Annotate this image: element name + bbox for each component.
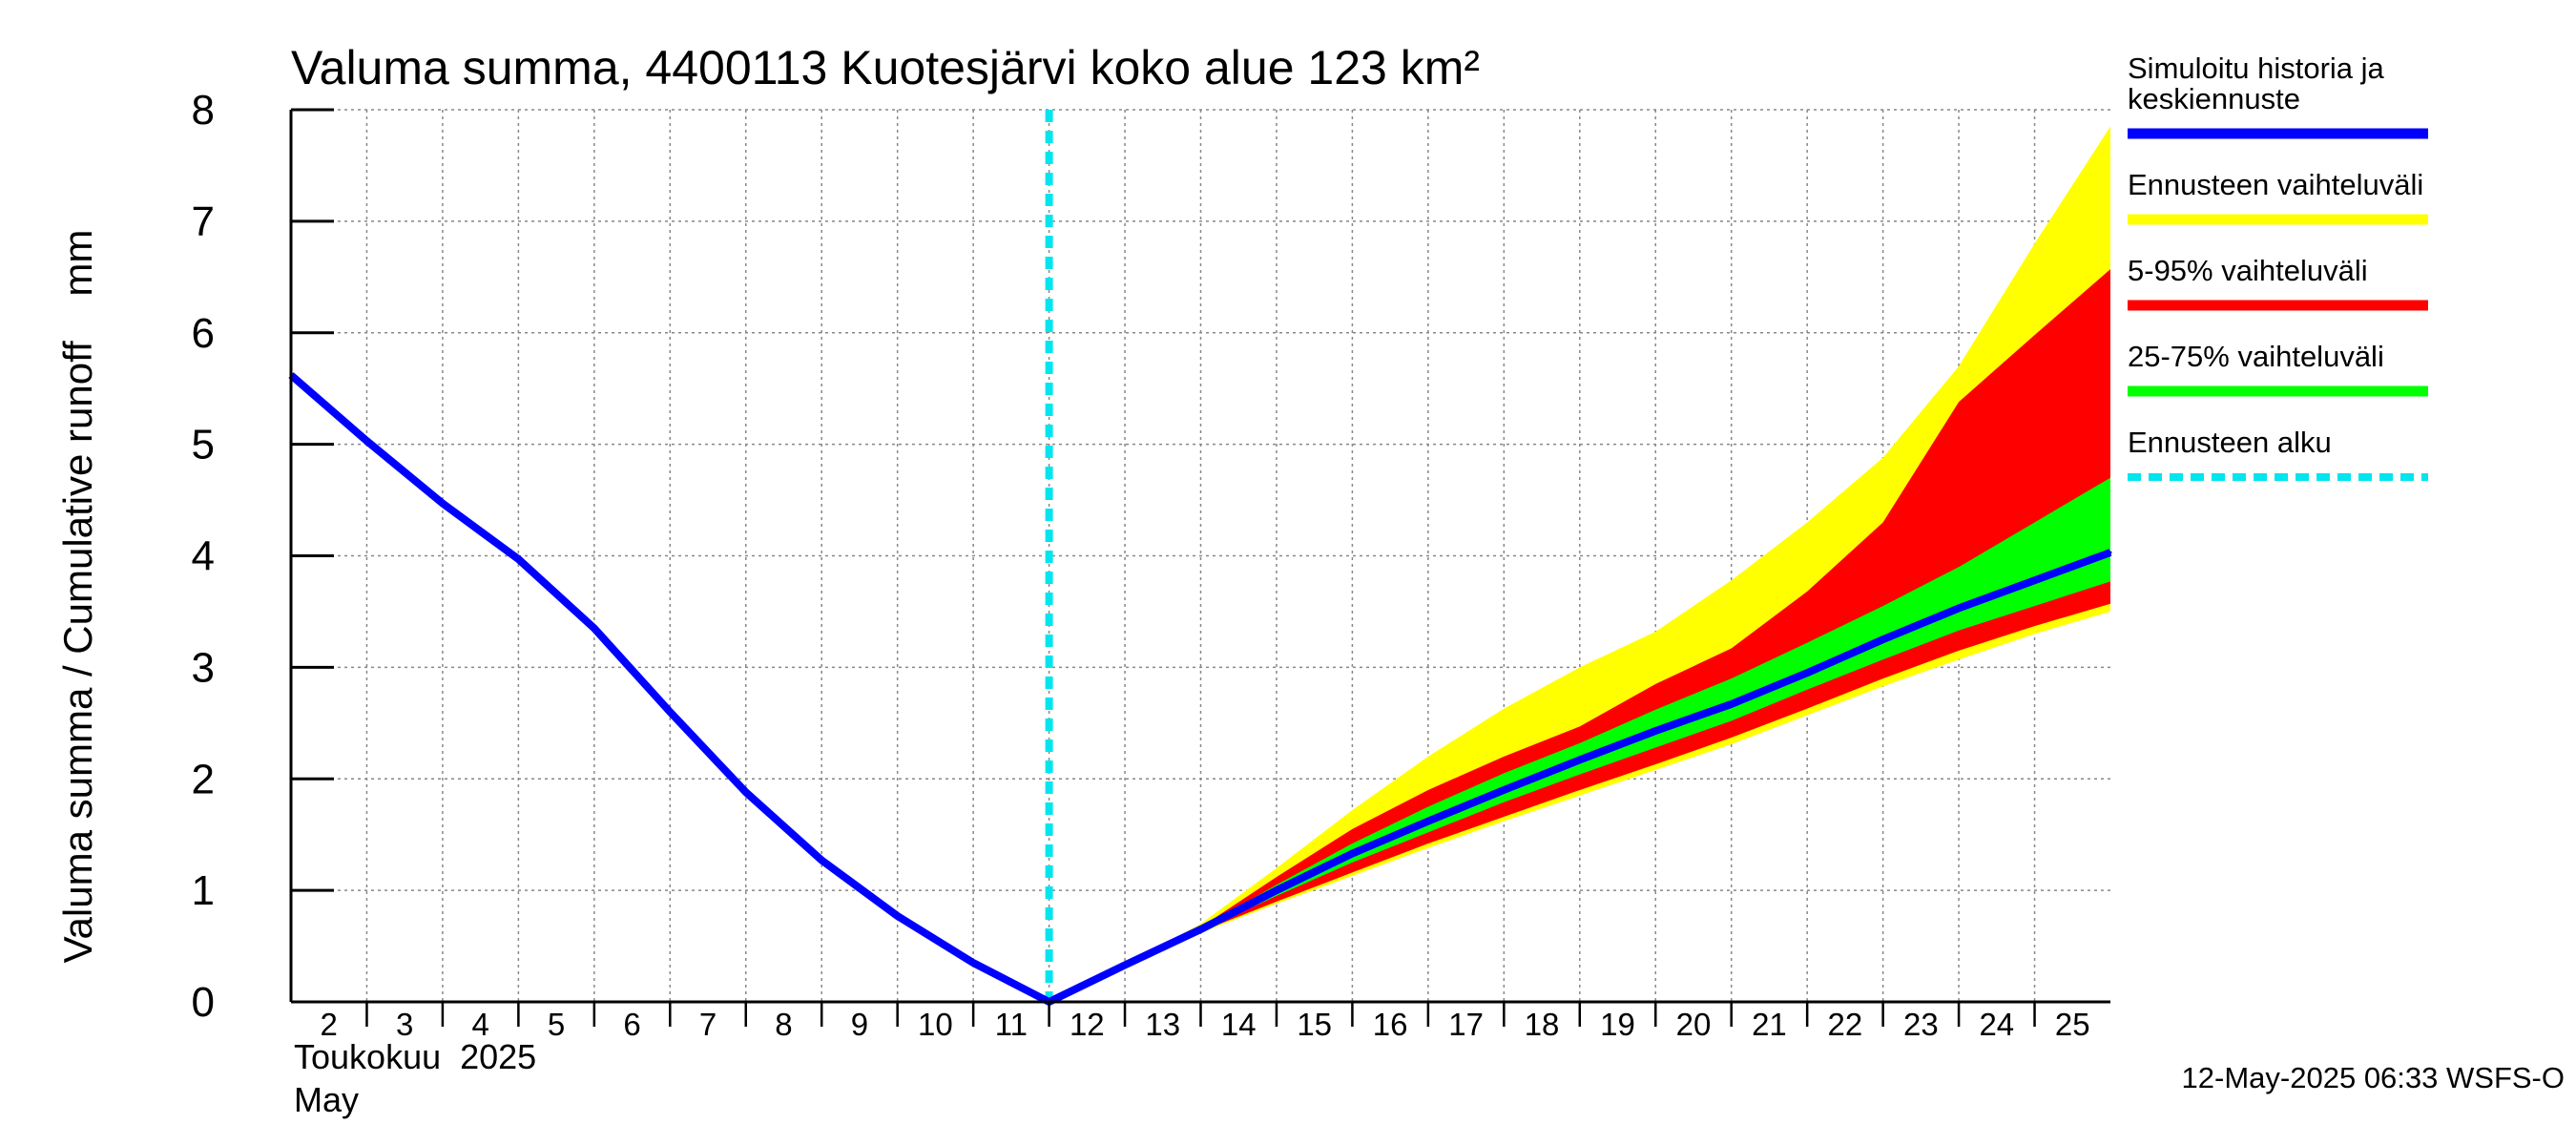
y-tick-label: 3 <box>192 644 215 691</box>
x-tick-label: 16 <box>1373 1007 1408 1042</box>
history-point <box>1350 852 1354 856</box>
x-tick-label: 2 <box>321 1007 338 1042</box>
y-tick-label: 1 <box>192 867 215 914</box>
y-tick-label: 2 <box>192 756 215 802</box>
x-axis-ticks: 2 3 4 5 6 7 8 9 10 11 12 13 14 15 16 17 18 19 20 21 22 23 24 25 <box>321 1002 2090 1042</box>
x-tick-label: 6 <box>623 1007 640 1042</box>
x-tick-label: 7 <box>699 1007 717 1042</box>
history-point <box>971 961 975 965</box>
x-tick-label: 12 <box>1070 1007 1105 1042</box>
x-tick-label: 17 <box>1448 1007 1484 1042</box>
history-point <box>668 710 672 714</box>
y-tick-label: 8 <box>192 87 215 134</box>
x-tick-label: 13 <box>1145 1007 1180 1042</box>
x-tick-label: 25 <box>2055 1007 2090 1042</box>
history-point <box>1653 729 1657 733</box>
x-tick-label: 11 <box>995 1007 1028 1042</box>
history-point <box>441 502 445 506</box>
x-tick-label: 23 <box>1903 1007 1939 1042</box>
footer-timestamp: 12-May-2025 06:33 WSFS-O <box>2182 1061 2565 1094</box>
x-tick-label: 8 <box>775 1007 792 1042</box>
y-axis-ticks: 0 1 2 3 4 5 6 7 8 <box>192 87 334 1026</box>
history-point <box>1957 606 1961 610</box>
y-tick-label: 7 <box>192 198 215 245</box>
history-point <box>1123 963 1127 967</box>
x-tick-label: 21 <box>1752 1007 1787 1042</box>
y-tick-label: 4 <box>192 533 215 580</box>
legend-label: Ennusteen alku <box>2128 426 2332 459</box>
chart-title: Valuma summa, 4400113 Kuotesjärvi koko a… <box>291 41 1480 94</box>
history-point <box>1805 671 1809 675</box>
history-point <box>592 626 596 630</box>
legend-label-line2: keskiennuste <box>2128 82 2300 115</box>
history-point <box>516 557 520 561</box>
x-tick-label: 19 <box>1600 1007 1635 1042</box>
x-tick-label: 9 <box>851 1007 868 1042</box>
history-point <box>364 439 368 443</box>
plot-area <box>288 109 2112 1006</box>
x-tick-label: 15 <box>1297 1007 1332 1042</box>
month-label-fi: Toukokuu 2025 <box>294 1037 536 1076</box>
history-point <box>2033 578 2037 582</box>
month-label-en: May <box>294 1080 359 1119</box>
history-point <box>1199 927 1202 931</box>
x-tick-label: 3 <box>396 1007 413 1042</box>
history-point <box>1730 702 1734 706</box>
x-tick-label: 4 <box>471 1007 488 1042</box>
history-point <box>1578 758 1582 761</box>
history-point <box>1426 820 1430 823</box>
y-tick-label: 0 <box>192 979 215 1026</box>
history-point <box>1275 888 1278 892</box>
x-tick-label: 5 <box>548 1007 565 1042</box>
x-tick-label: 24 <box>1979 1007 2014 1042</box>
legend-label: 5-95% vaihteluväli <box>2128 254 2368 287</box>
y-tick-label: 6 <box>192 310 215 357</box>
history-point <box>2109 551 2112 554</box>
history-point <box>1881 637 1885 641</box>
x-tick-label: 18 <box>1525 1007 1560 1042</box>
x-tick-label: 14 <box>1221 1007 1257 1042</box>
history-point <box>896 914 900 918</box>
y-tick-label: 5 <box>192 422 215 468</box>
history-point <box>1502 788 1506 792</box>
legend-label: Simuloitu historia ja <box>2128 52 2385 85</box>
history-point <box>820 859 823 863</box>
x-tick-label: 20 <box>1676 1007 1712 1042</box>
history-point <box>744 790 748 794</box>
x-tick-label: 22 <box>1828 1007 1863 1042</box>
y-axis-label: Valuma summa / Cumulative runoff mm <box>55 230 100 964</box>
legend-label: Ennusteen vaihteluväli <box>2128 168 2423 201</box>
x-tick-label: 10 <box>918 1007 953 1042</box>
legend-label: 25-75% vaihteluväli <box>2128 340 2384 373</box>
